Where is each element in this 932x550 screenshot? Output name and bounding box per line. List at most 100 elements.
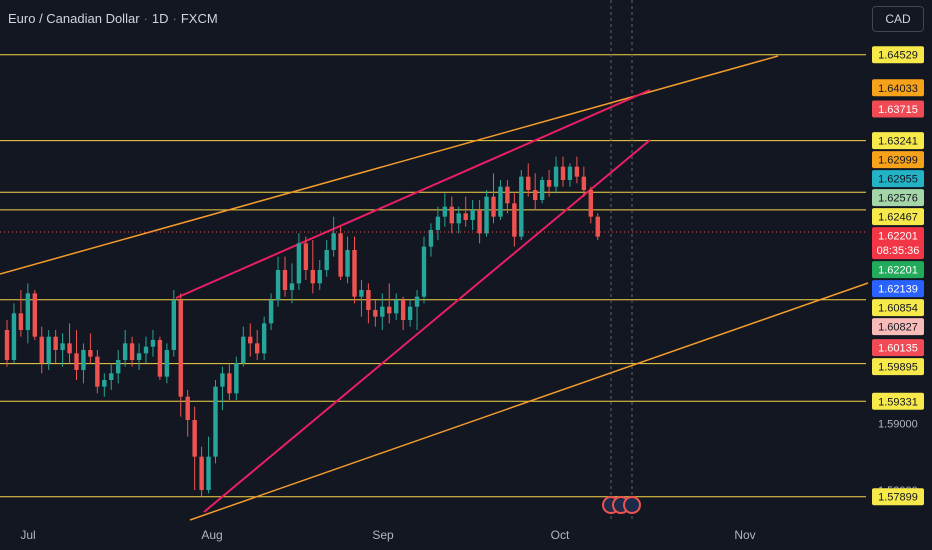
price-label-box xyxy=(872,189,924,207)
candle-body xyxy=(470,210,475,220)
vertical-marker-lines xyxy=(610,0,633,520)
time-tick-label: Nov xyxy=(734,528,755,542)
price-label-text: 1.64529 xyxy=(878,50,918,62)
candle xyxy=(498,180,503,220)
candle-body xyxy=(241,336,246,364)
candle xyxy=(380,293,385,330)
candle xyxy=(373,300,378,327)
candle-body xyxy=(122,343,128,360)
candle xyxy=(4,320,10,367)
candle xyxy=(255,330,260,360)
candle xyxy=(261,316,267,360)
candle-body xyxy=(150,340,156,347)
candle xyxy=(67,323,72,364)
candle-body xyxy=(303,243,309,270)
price-label: 1.62576 xyxy=(872,189,924,207)
candle-body xyxy=(359,290,364,297)
candle-body xyxy=(352,250,357,297)
price-label-text: 1.63241 xyxy=(878,136,918,148)
price-label: 1.63715 xyxy=(872,100,924,118)
price-label-text: 1.62201 xyxy=(878,231,918,243)
event-marker-icon[interactable] xyxy=(623,496,641,514)
price-axis[interactable]: 1.610001.590001.580001.645291.640331.637… xyxy=(872,46,924,506)
candle xyxy=(296,233,302,290)
candle-body xyxy=(136,353,142,360)
candle-body xyxy=(331,233,336,250)
price-label-text: 1.60854 xyxy=(878,303,918,315)
candle-body xyxy=(192,420,197,457)
candle xyxy=(206,436,211,494)
price-label-box xyxy=(872,318,924,336)
candle-body xyxy=(449,206,454,224)
candle-body xyxy=(574,166,580,177)
candle xyxy=(109,363,114,390)
candle xyxy=(310,240,315,294)
candle xyxy=(470,200,475,230)
candle xyxy=(227,363,232,400)
candle-body xyxy=(32,293,37,337)
candle-body xyxy=(81,350,86,370)
candle-body xyxy=(491,196,496,217)
candle-body xyxy=(512,203,517,237)
candle-body xyxy=(442,206,448,217)
candle xyxy=(32,290,37,340)
candle xyxy=(88,333,93,364)
wedge-upper-line[interactable] xyxy=(175,89,651,299)
candle xyxy=(394,293,399,320)
candle-body xyxy=(53,336,58,350)
price-label-box xyxy=(872,227,924,260)
price-label-text: 1.59895 xyxy=(878,362,918,374)
candle-body xyxy=(533,190,538,200)
channel-lower-line[interactable] xyxy=(189,282,869,521)
candle-body xyxy=(88,350,93,357)
time-axis[interactable]: Jul Aug Sep Oct Nov xyxy=(20,528,755,542)
candle-body xyxy=(255,343,260,354)
candles xyxy=(4,156,600,497)
candle xyxy=(248,323,253,357)
candle-body xyxy=(18,313,24,330)
time-tick-label: Aug xyxy=(201,528,222,542)
candle xyxy=(581,166,587,197)
candle xyxy=(74,330,79,380)
candle xyxy=(234,356,239,400)
candle-body xyxy=(588,190,593,217)
candle-body xyxy=(60,343,65,350)
event-markers[interactable] xyxy=(602,496,641,514)
candle-body xyxy=(46,336,51,364)
candle xyxy=(81,343,86,384)
candle-body xyxy=(519,176,524,237)
candle xyxy=(421,236,427,304)
candle-body xyxy=(595,216,600,237)
price-label: 1.62467 xyxy=(872,208,924,226)
candle xyxy=(345,236,350,284)
candle-body xyxy=(526,176,531,190)
time-tick-label: Jul xyxy=(20,528,35,542)
currency-button[interactable]: CAD xyxy=(872,6,924,32)
candle-body xyxy=(324,250,329,270)
candle xyxy=(588,186,593,224)
channel-upper-line[interactable] xyxy=(0,55,779,275)
price-label: 1.62201 08:35:36 xyxy=(872,227,924,260)
candle-body xyxy=(220,373,225,387)
price-label-box xyxy=(872,46,924,64)
price-label-box xyxy=(872,392,924,410)
candle-body xyxy=(171,300,176,350)
candle-body xyxy=(185,396,190,420)
candle xyxy=(359,280,364,317)
candle xyxy=(338,226,343,280)
candle-body xyxy=(157,340,163,377)
candle-body xyxy=(213,386,218,457)
price-label: 1.60135 xyxy=(872,339,924,357)
wedge-lower-line[interactable] xyxy=(203,139,651,513)
price-tick-label: 1.59000 xyxy=(878,418,918,430)
price-label-box xyxy=(872,100,924,118)
price-label-text: 1.60135 xyxy=(878,343,918,355)
price-label-box xyxy=(872,79,924,97)
exchange-label: FXCM xyxy=(180,11,218,26)
candle-body xyxy=(477,210,482,234)
price-label: 1.63241 xyxy=(872,132,924,150)
candle-body xyxy=(553,166,559,187)
candle xyxy=(275,256,281,307)
candle xyxy=(456,206,461,234)
